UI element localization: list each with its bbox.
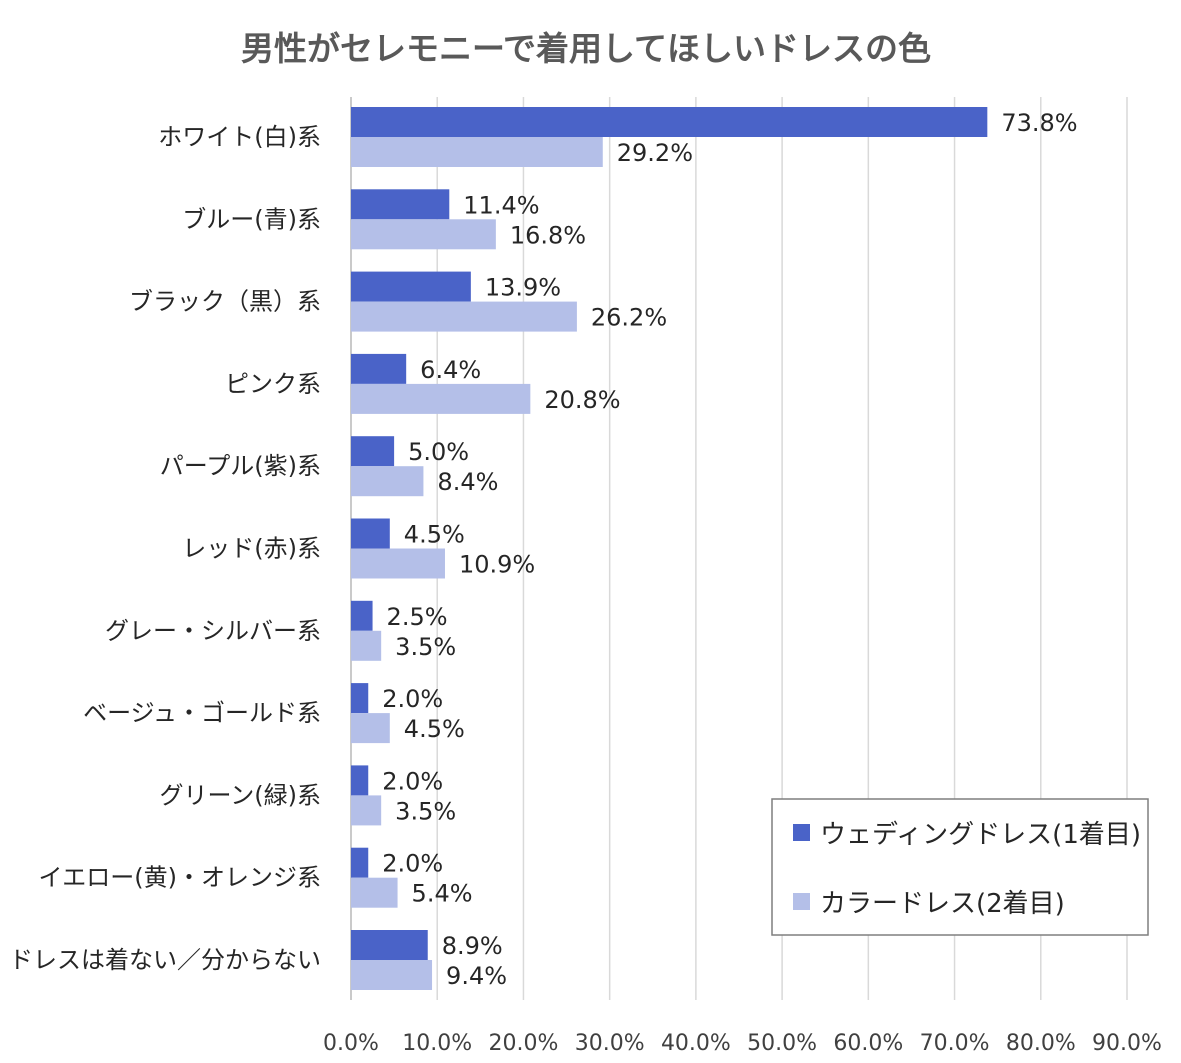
x-tick-label: 90.0% (1092, 1031, 1162, 1056)
category-label: ベージュ・ゴールド系 (83, 699, 321, 727)
bar-wedding (351, 683, 369, 714)
bar-color-dress (351, 548, 445, 579)
category-label: イエロー(黄)・オレンジ系 (39, 864, 322, 892)
bar-color-dress (351, 466, 424, 497)
data-label: 20.8% (544, 386, 620, 414)
category-label: グリーン(緑)系 (159, 781, 321, 809)
bar-color-dress (351, 301, 577, 332)
data-label: 2.5% (387, 603, 448, 631)
data-label: 4.5% (404, 715, 465, 743)
bar-wedding (351, 107, 988, 137)
bar-color-dress (351, 960, 433, 990)
bar-wedding (351, 436, 395, 467)
legend-swatch-color-dress (793, 893, 810, 910)
x-axis-ticks: 0.0% 10.0% 20.0% 30.0% 40.0% 50.0% 60.0% 70.0% 8… (323, 1031, 1162, 1056)
bar-color-dress (351, 383, 531, 414)
legend-box (771, 798, 1149, 936)
data-labels: 73.8% 29.2% 11.4%16.8% 13.9% 26.2% 6.4% 20.8% 5… (382, 109, 1077, 990)
bar-wedding (351, 930, 428, 960)
data-label: 10.9% (459, 551, 535, 579)
chart-title: 男性がセレモニーで着用してほしいドレスの色 (241, 29, 931, 68)
x-tick-label: 20.0% (488, 1031, 558, 1056)
bar-color-dress (351, 795, 382, 826)
category-label: ブラック（黒）系 (129, 288, 321, 316)
bar-color-dress (351, 877, 398, 908)
x-tick-label: 0.0% (323, 1031, 379, 1056)
data-label: 8.4% (437, 468, 498, 496)
data-label: 3.5% (395, 797, 456, 825)
x-tick-label: 50.0% (747, 1031, 817, 1056)
data-label: 2.0% (382, 850, 443, 878)
bar-color-dress (351, 219, 496, 250)
bar-wedding (351, 518, 390, 549)
data-label: 26.2% (591, 304, 667, 332)
x-tick-label: 80.0% (1006, 1031, 1076, 1056)
x-tick-label: 10.0% (402, 1031, 472, 1056)
category-label: ドレスは着ない／分からない (9, 946, 321, 974)
data-label: 29.2% (617, 139, 693, 167)
category-label: グレー・シルバー系 (105, 617, 321, 645)
bar-color-dress (351, 630, 382, 661)
data-label: 6.4% (420, 356, 481, 384)
data-label: 11.4% (463, 191, 539, 219)
bar-color-dress (351, 713, 390, 744)
legend-label-wedding: ウェディングドレス(1着目) (820, 820, 1141, 850)
data-label: 4.5% (404, 521, 465, 549)
bars (351, 107, 988, 990)
data-label: 16.8% (510, 221, 586, 249)
x-tick-label: 40.0% (661, 1031, 731, 1056)
category-label: レッド(赤)系 (182, 535, 321, 563)
category-label: ブルー(青)系 (182, 205, 321, 233)
legend: ウェディングドレス(1着目) カラードレス(2着目) (771, 798, 1149, 936)
x-tick-label: 30.0% (575, 1031, 645, 1056)
data-label: 73.8% (1001, 109, 1077, 137)
data-label: 2.0% (382, 767, 443, 795)
category-label: ホワイト(白)系 (158, 123, 321, 151)
bar-wedding (351, 847, 369, 878)
x-tick-label: 60.0% (833, 1031, 903, 1056)
category-label: パープル(紫)系 (160, 452, 321, 480)
bar-wedding (351, 189, 450, 220)
data-label: 5.4% (412, 880, 473, 908)
data-label: 2.0% (382, 685, 443, 713)
bar-wedding (351, 600, 373, 631)
bar-wedding (351, 765, 369, 796)
data-label: 13.9% (485, 274, 561, 302)
data-label: 9.4% (446, 962, 507, 990)
legend-label-color-dress: カラードレス(2着目) (820, 889, 1065, 919)
bar-wedding (351, 353, 407, 384)
x-tick-label: 70.0% (920, 1031, 990, 1056)
category-label: ピンク系 (225, 370, 321, 398)
legend-swatch-wedding (793, 824, 810, 841)
bar-wedding (351, 271, 471, 302)
bar-color-dress (351, 137, 603, 167)
data-label: 5.0% (408, 438, 469, 466)
data-label: 8.9% (442, 932, 503, 960)
data-label: 3.5% (395, 633, 456, 661)
category-labels: ホワイト(白)系ブルー(青)系ブラック（黒）系ピンク系パープル(紫)系レッド(赤… (9, 123, 321, 974)
